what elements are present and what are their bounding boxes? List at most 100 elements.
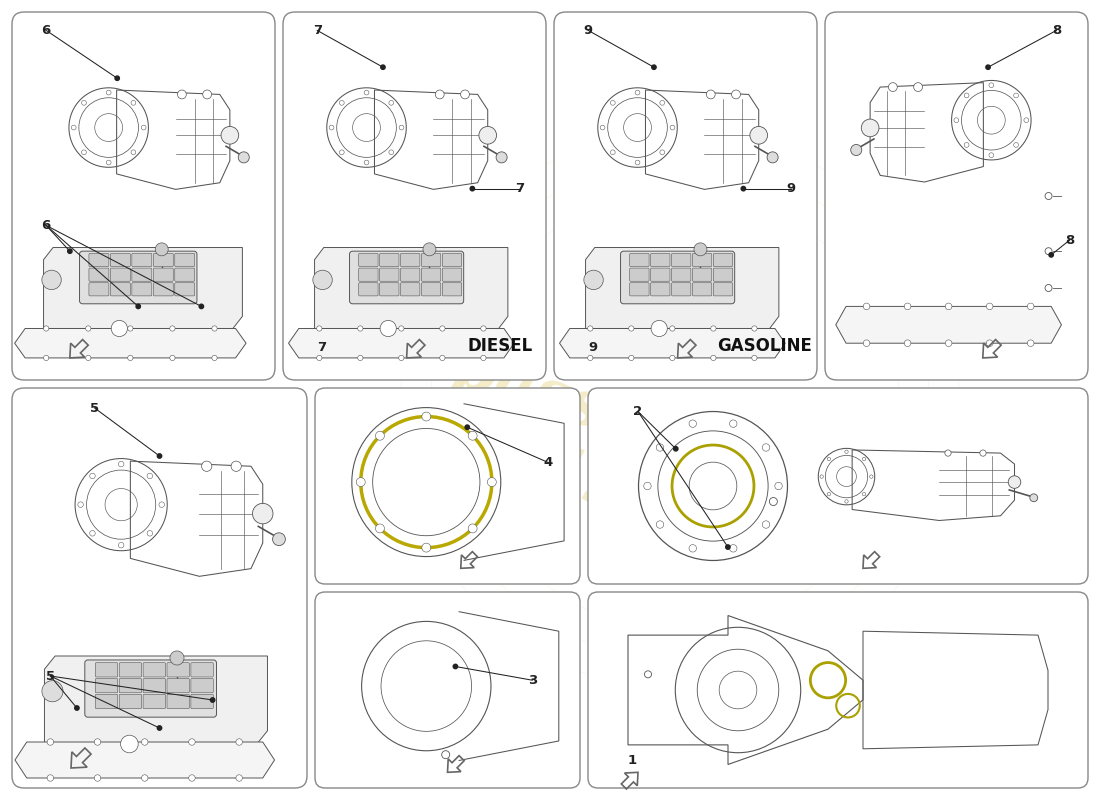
Polygon shape xyxy=(14,329,246,358)
Circle shape xyxy=(131,101,135,106)
Circle shape xyxy=(107,160,111,165)
FancyBboxPatch shape xyxy=(191,694,213,709)
Circle shape xyxy=(169,651,184,665)
Circle shape xyxy=(986,65,990,70)
Text: 1: 1 xyxy=(628,754,637,767)
Circle shape xyxy=(610,150,615,154)
Circle shape xyxy=(610,101,615,106)
Circle shape xyxy=(221,126,239,144)
Circle shape xyxy=(119,542,124,548)
FancyBboxPatch shape xyxy=(400,268,420,282)
FancyBboxPatch shape xyxy=(191,678,213,693)
Circle shape xyxy=(750,126,768,144)
Circle shape xyxy=(469,524,477,533)
FancyBboxPatch shape xyxy=(442,254,462,266)
Circle shape xyxy=(68,249,73,254)
Circle shape xyxy=(751,355,757,361)
FancyBboxPatch shape xyxy=(175,254,195,266)
Circle shape xyxy=(762,521,770,528)
FancyBboxPatch shape xyxy=(110,282,130,296)
Circle shape xyxy=(1049,253,1054,257)
FancyBboxPatch shape xyxy=(89,254,109,266)
FancyBboxPatch shape xyxy=(650,282,670,296)
FancyBboxPatch shape xyxy=(379,268,399,282)
Text: 5: 5 xyxy=(46,670,55,682)
Circle shape xyxy=(726,545,730,550)
Circle shape xyxy=(820,475,824,478)
Polygon shape xyxy=(44,656,267,744)
Circle shape xyxy=(1014,142,1019,147)
Circle shape xyxy=(660,101,664,106)
FancyBboxPatch shape xyxy=(12,388,307,788)
Circle shape xyxy=(1014,93,1019,98)
Circle shape xyxy=(356,478,365,486)
Circle shape xyxy=(131,150,135,154)
Circle shape xyxy=(119,462,124,467)
Circle shape xyxy=(364,160,368,165)
FancyBboxPatch shape xyxy=(79,251,197,304)
Circle shape xyxy=(774,482,782,490)
Circle shape xyxy=(212,326,217,331)
Circle shape xyxy=(1030,494,1037,502)
Circle shape xyxy=(358,355,363,361)
Circle shape xyxy=(1009,476,1021,488)
Circle shape xyxy=(128,355,133,361)
FancyBboxPatch shape xyxy=(12,12,275,380)
FancyBboxPatch shape xyxy=(400,282,420,296)
FancyBboxPatch shape xyxy=(143,694,165,709)
Circle shape xyxy=(584,270,603,290)
Circle shape xyxy=(1045,193,1052,199)
Circle shape xyxy=(111,320,128,337)
Circle shape xyxy=(155,243,168,256)
Circle shape xyxy=(158,502,165,507)
Circle shape xyxy=(312,270,332,290)
Circle shape xyxy=(141,125,146,130)
FancyBboxPatch shape xyxy=(143,678,165,693)
Circle shape xyxy=(42,270,62,290)
FancyBboxPatch shape xyxy=(110,268,130,282)
Circle shape xyxy=(470,186,474,191)
Circle shape xyxy=(75,706,79,710)
FancyBboxPatch shape xyxy=(421,282,441,296)
Circle shape xyxy=(965,93,969,98)
FancyBboxPatch shape xyxy=(442,268,462,282)
Circle shape xyxy=(1027,303,1034,310)
Circle shape xyxy=(741,186,746,191)
Polygon shape xyxy=(836,306,1062,343)
Circle shape xyxy=(670,125,675,130)
FancyBboxPatch shape xyxy=(421,254,441,266)
FancyBboxPatch shape xyxy=(167,662,189,677)
Circle shape xyxy=(142,774,148,782)
Text: 7: 7 xyxy=(317,341,327,354)
FancyBboxPatch shape xyxy=(588,388,1088,584)
Circle shape xyxy=(989,83,993,88)
Circle shape xyxy=(904,303,911,310)
Circle shape xyxy=(989,153,993,158)
FancyBboxPatch shape xyxy=(315,388,580,584)
Text: 4: 4 xyxy=(543,456,553,469)
Circle shape xyxy=(657,444,663,451)
Circle shape xyxy=(670,326,675,331)
Circle shape xyxy=(864,340,870,346)
FancyBboxPatch shape xyxy=(400,254,420,266)
FancyBboxPatch shape xyxy=(119,662,142,677)
Circle shape xyxy=(670,355,675,361)
FancyBboxPatch shape xyxy=(153,254,174,266)
Circle shape xyxy=(199,304,204,309)
Circle shape xyxy=(481,326,486,331)
Circle shape xyxy=(107,90,111,95)
Circle shape xyxy=(86,355,91,361)
FancyBboxPatch shape xyxy=(713,282,733,296)
Circle shape xyxy=(751,326,757,331)
Circle shape xyxy=(442,750,450,758)
Circle shape xyxy=(86,326,91,331)
Circle shape xyxy=(635,90,640,95)
Circle shape xyxy=(870,475,873,478)
Circle shape xyxy=(381,65,385,70)
Circle shape xyxy=(72,125,76,130)
FancyBboxPatch shape xyxy=(315,592,580,788)
Text: 9: 9 xyxy=(786,182,795,195)
Circle shape xyxy=(845,450,848,454)
Polygon shape xyxy=(288,329,514,358)
FancyBboxPatch shape xyxy=(671,282,691,296)
